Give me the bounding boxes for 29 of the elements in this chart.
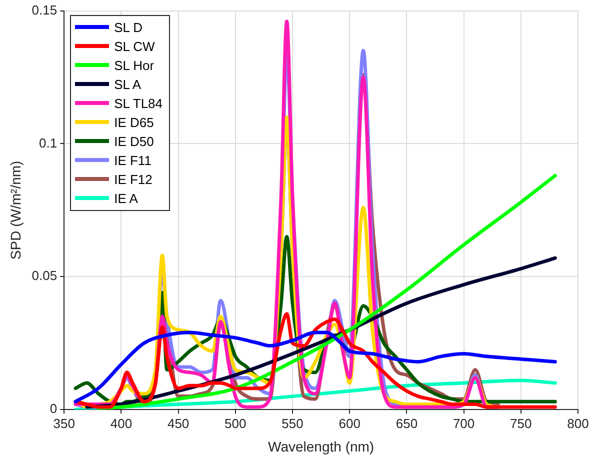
x-tick-label: 500 <box>224 416 246 431</box>
line-series <box>74 312 557 409</box>
y-tick-label: 0.15 <box>32 2 58 18</box>
legend-label: SL Hor <box>114 58 154 73</box>
x-tick-label: 650 <box>396 416 418 431</box>
legend-label: IE D65 <box>114 114 154 130</box>
legend-label: IE A <box>114 190 138 206</box>
legend-label: SL TL84 <box>114 96 163 111</box>
x-tick-label: 400 <box>110 416 132 431</box>
x-axis-title: Wavelength (nm) <box>268 438 374 454</box>
legend-label: IE F11 <box>114 152 152 168</box>
legend-label: SL D <box>114 20 143 35</box>
line-series <box>96 174 557 410</box>
x-tick-label: 700 <box>452 416 475 431</box>
legend-label: SL A <box>114 76 142 92</box>
legend-label: IE F12 <box>114 172 152 187</box>
y-tick-label: 0 <box>50 401 58 416</box>
y-tick-label: 0.1 <box>39 135 58 150</box>
x-tick-label: 350 <box>53 416 75 431</box>
y-tick-label: 0.05 <box>32 268 58 284</box>
legend-label: SL CW <box>114 38 155 54</box>
legend-label: IE D50 <box>114 134 154 149</box>
x-tick-label: 600 <box>338 416 360 431</box>
line-series <box>74 330 557 404</box>
x-tick-label: 800 <box>567 416 589 431</box>
x-tick-label: 750 <box>510 416 532 431</box>
x-tick-label: 450 <box>167 416 190 431</box>
y-axis-title: SPD (W/m²/nm) <box>7 160 24 260</box>
x-tick-label: 550 <box>282 416 304 431</box>
